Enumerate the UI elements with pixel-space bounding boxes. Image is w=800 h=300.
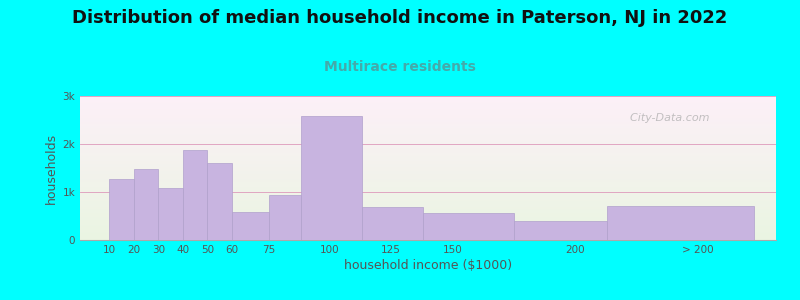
Bar [110, 178, 134, 240]
Bar [207, 163, 232, 240]
Bar [423, 213, 514, 240]
Bar [301, 116, 362, 240]
Bar [269, 195, 301, 240]
Bar [134, 169, 158, 240]
Text: Distribution of median household income in Paterson, NJ in 2022: Distribution of median household income … [72, 9, 728, 27]
Bar [514, 221, 607, 240]
Bar [158, 188, 183, 240]
Bar [607, 206, 754, 240]
Text: City-Data.com: City-Data.com [623, 113, 710, 123]
Bar [183, 150, 207, 240]
Bar [232, 212, 269, 240]
Y-axis label: households: households [46, 132, 58, 204]
X-axis label: household income ($1000): household income ($1000) [344, 259, 512, 272]
Text: Multirace residents: Multirace residents [324, 60, 476, 74]
Bar [362, 207, 423, 240]
